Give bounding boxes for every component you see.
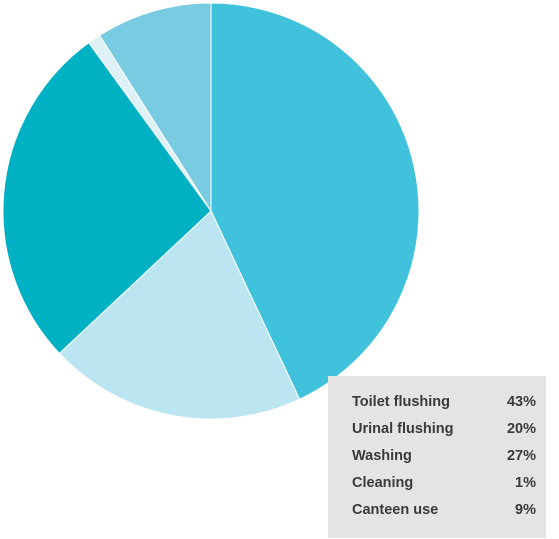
pie-slice-toilet-flushing: [210, 2, 420, 400]
legend-label: Urinal flushing: [352, 421, 454, 437]
pie-slice-urinal-flushing: [58, 210, 301, 420]
legend-label: Washing: [352, 448, 412, 464]
pie-slices: [2, 2, 420, 420]
pie-slice-washing: [2, 42, 212, 355]
legend-label: Canteen use: [352, 502, 439, 518]
pie-slice-canteen-use: [98, 2, 212, 213]
legend-value: 1%: [515, 475, 536, 491]
legend-value: 27%: [506, 448, 536, 464]
legend-row-toilet-flushing: Toilet flushing 43%: [352, 389, 536, 416]
legend-row-cleaning: Cleaning 1%: [352, 470, 536, 497]
legend-value: 9%: [515, 502, 536, 518]
legend-label: Cleaning: [352, 475, 414, 491]
legend-row-urinal-flushing: Urinal flushing 20%: [352, 416, 536, 443]
legend-row-canteen-use: Canteen use 9%: [352, 497, 536, 524]
chart-legend: Toilet flushing 43% Urinal flushing 20% …: [328, 376, 546, 538]
legend-value: 43%: [506, 394, 536, 410]
legend-value: 20%: [506, 421, 536, 437]
legend-label: Toilet flushing: [352, 394, 450, 410]
legend-row-washing: Washing 27%: [352, 443, 536, 470]
